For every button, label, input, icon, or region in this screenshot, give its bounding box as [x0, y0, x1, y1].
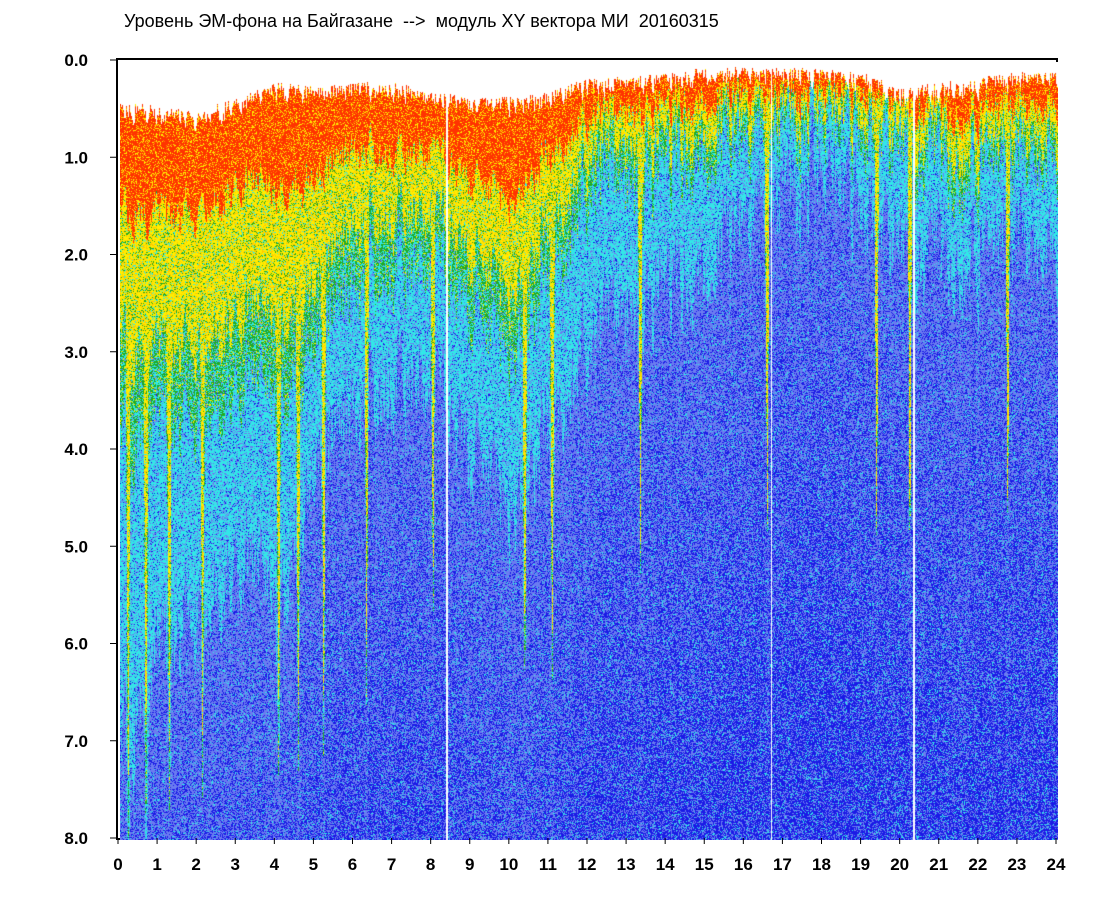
x-tick-label: 18	[812, 855, 831, 874]
x-tick-label: 4	[270, 855, 280, 874]
x-tick-label: 15	[695, 855, 714, 874]
y-tick-label: 8.0	[64, 829, 88, 848]
x-tick-label: 16	[734, 855, 753, 874]
spectrogram-heatmap	[120, 62, 1058, 840]
y-tick-label: 7.0	[64, 732, 88, 751]
x-tick-label: 1	[152, 855, 161, 874]
y-tick-label: 6.0	[64, 635, 88, 654]
x-tick-label: 21	[929, 855, 948, 874]
x-tick-label: 22	[968, 855, 987, 874]
x-tick-label: 9	[465, 855, 474, 874]
x-tick-label: 7	[387, 855, 396, 874]
y-tick-label: 0.0	[64, 51, 88, 70]
x-tick-label: 24	[1047, 855, 1066, 874]
y-tick-label: 1.0	[64, 148, 88, 167]
x-tick-label: 12	[578, 855, 597, 874]
plot-area	[116, 58, 1058, 840]
x-tick-label: 14	[656, 855, 675, 874]
x-tick-label: 20	[890, 855, 909, 874]
x-tick-label: 23	[1007, 855, 1026, 874]
x-tick-label: 0	[113, 855, 122, 874]
x-tick-label: 10	[499, 855, 518, 874]
y-tick-label: 2.0	[64, 246, 88, 265]
x-tick-label: 11	[539, 855, 557, 874]
x-tick-label: 17	[773, 855, 792, 874]
x-tick-label: 5	[309, 855, 318, 874]
x-tick-label: 2	[191, 855, 200, 874]
y-tick-label: 5.0	[64, 537, 88, 556]
x-tick-label: 6	[348, 855, 357, 874]
x-tick-label: 3	[231, 855, 240, 874]
chart-title: Уровень ЭМ-фона на Байгазане --> модуль …	[124, 11, 719, 31]
x-tick-label: 13	[617, 855, 636, 874]
y-tick-label: 3.0	[64, 343, 88, 362]
x-tick-label: 19	[851, 855, 870, 874]
y-tick-label: 4.0	[64, 440, 88, 459]
x-tick-label: 8	[426, 855, 435, 874]
